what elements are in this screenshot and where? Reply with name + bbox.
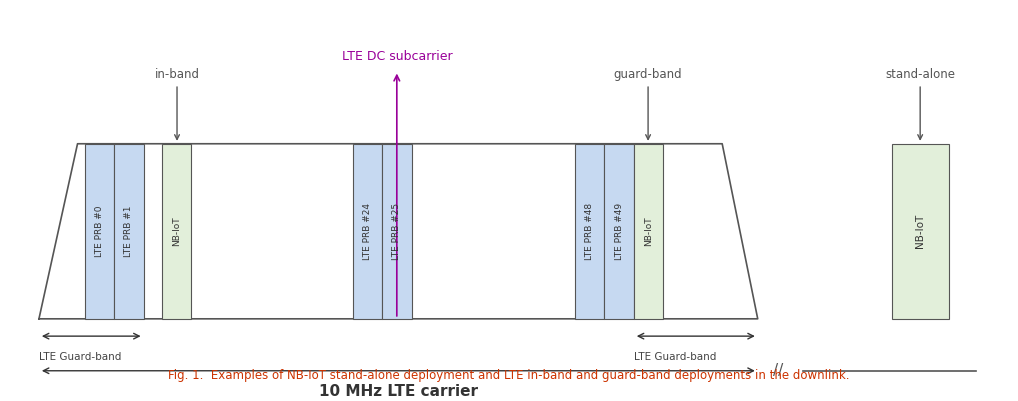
Text: NB-IoT: NB-IoT [644, 217, 654, 246]
FancyBboxPatch shape [575, 144, 605, 319]
Text: NB-IoT: NB-IoT [915, 214, 925, 248]
Text: LTE DC subcarrier: LTE DC subcarrier [341, 50, 452, 63]
FancyBboxPatch shape [605, 144, 634, 319]
Text: LTE PRB #49: LTE PRB #49 [615, 203, 624, 260]
Text: LTE PRB #24: LTE PRB #24 [362, 203, 372, 260]
Text: //: // [773, 363, 783, 378]
Text: guard-band: guard-band [614, 68, 682, 140]
Text: NB-IoT: NB-IoT [172, 217, 181, 246]
Text: stand-alone: stand-alone [886, 68, 955, 140]
Text: LTE PRB #0: LTE PRB #0 [95, 206, 104, 257]
Text: in-band: in-band [155, 68, 200, 140]
Text: 10 MHz LTE carrier: 10 MHz LTE carrier [319, 384, 477, 399]
FancyBboxPatch shape [114, 144, 144, 319]
FancyBboxPatch shape [382, 144, 411, 319]
FancyBboxPatch shape [634, 144, 664, 319]
FancyBboxPatch shape [892, 144, 949, 319]
FancyBboxPatch shape [352, 144, 382, 319]
Text: LTE PRB #25: LTE PRB #25 [392, 203, 401, 260]
Text: LTE PRB #1: LTE PRB #1 [124, 206, 133, 257]
Text: Fig. 1.  Examples of NB-IoT stand-alone deployment and LTE in-band and guard-ban: Fig. 1. Examples of NB-IoT stand-alone d… [168, 369, 850, 382]
Text: LTE Guard-band: LTE Guard-band [634, 352, 717, 362]
FancyBboxPatch shape [162, 144, 191, 319]
FancyBboxPatch shape [84, 144, 114, 319]
Text: LTE PRB #48: LTE PRB #48 [585, 203, 595, 260]
Text: LTE Guard-band: LTE Guard-band [39, 352, 121, 362]
